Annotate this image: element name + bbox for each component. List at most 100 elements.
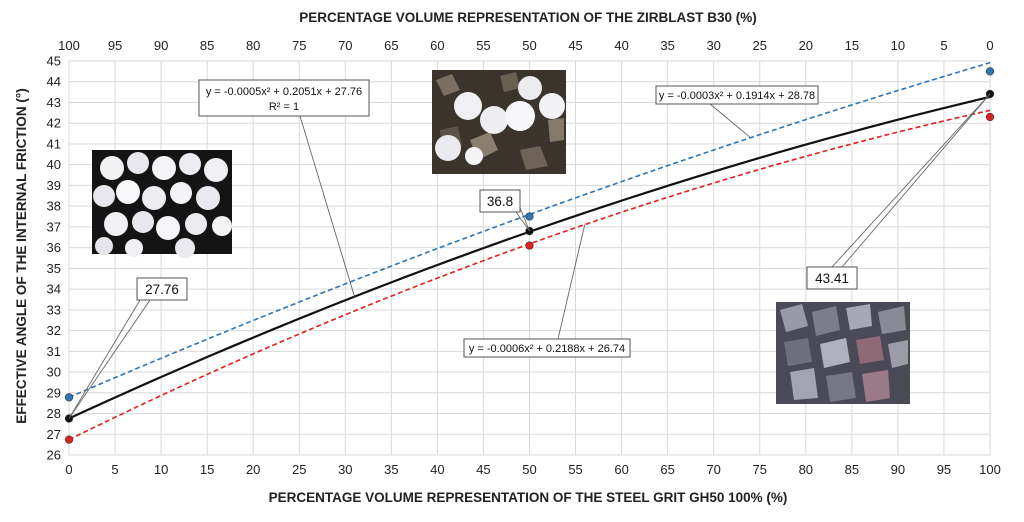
x-tick-label: 95 xyxy=(937,462,951,477)
label-box-0: 27.76 xyxy=(136,277,188,301)
x-tick-label: 45 xyxy=(476,462,490,477)
y-tick-label: 30 xyxy=(47,365,61,380)
x-tick-label: 55 xyxy=(568,462,582,477)
y-tick-label: 26 xyxy=(47,448,61,463)
equation-mid-text: y = -0.0005x² + 0.2051x + 27.76 xyxy=(206,86,362,98)
top-x-tick-label: 35 xyxy=(660,38,674,53)
x-tick-label: 5 xyxy=(111,462,118,477)
x-tick-label: 15 xyxy=(200,462,214,477)
x-tick-label: 40 xyxy=(430,462,444,477)
x-tick-label: 85 xyxy=(845,462,859,477)
top-x-tick-label: 90 xyxy=(154,38,168,53)
top-x-tick-label: 25 xyxy=(753,38,767,53)
top-x-tick-label: 95 xyxy=(108,38,122,53)
equation-upper-box: y = -0.0003x² + 0.1914x + 28.78 xyxy=(655,85,819,105)
y-tick-label: 41 xyxy=(47,136,61,151)
y-axis-ticks: 26 27 28 29 30 31 32 33 34 35 36 37 38 39 40 41 42 43 44 45 xyxy=(47,54,61,463)
equation-lower-text: y = -0.0006x² + 0.2188x + 26.74 xyxy=(469,343,625,355)
zirblast-beads-photo xyxy=(92,150,232,258)
y-tick-label: 39 xyxy=(47,178,61,193)
top-x-tick-label: 50 xyxy=(522,38,536,53)
top-x-tick-label: 55 xyxy=(476,38,490,53)
leader-line xyxy=(519,207,530,232)
x-tick-label: 35 xyxy=(384,462,398,477)
top-x-tick-label: 5 xyxy=(940,38,947,53)
y-tick-label: 32 xyxy=(47,323,61,338)
y-tick-label: 33 xyxy=(47,302,61,317)
x-tick-label: 50 xyxy=(522,462,536,477)
steel-grit-photo xyxy=(776,302,910,404)
y-axis-title: EFFECTIVE ANGLE OF THE INTERNAL FRICTION… xyxy=(14,88,29,423)
label-box-100: 43.41 xyxy=(806,266,858,290)
x-tick-label: 70 xyxy=(706,462,720,477)
equation-mid-box: y = -0.0005x² + 0.2051x + 27.76 R² = 1 xyxy=(198,79,370,117)
top-x-tick-label: 65 xyxy=(384,38,398,53)
x-tick-label: 20 xyxy=(246,462,260,477)
top-x-tick-label: 75 xyxy=(292,38,306,53)
x-tick-label: 65 xyxy=(660,462,674,477)
y-tick-label: 34 xyxy=(47,282,61,297)
x-tick-label: 60 xyxy=(614,462,628,477)
x-tick-label: 10 xyxy=(154,462,168,477)
label-box-50: 36.8 xyxy=(479,189,521,213)
top-x-tick-label: 10 xyxy=(891,38,905,53)
top-x-tick-label: 45 xyxy=(568,38,582,53)
label-100-text: 43.41 xyxy=(815,271,849,286)
bottom-x-axis-ticks: 0 5 10 15 20 25 30 35 40 45 50 55 60 65 70 75 80 85 90 95 10… xyxy=(65,462,1000,477)
leader-line xyxy=(68,299,141,419)
leader-line xyxy=(557,224,586,340)
x-tick-label: 30 xyxy=(338,462,352,477)
label-0-text: 27.76 xyxy=(145,282,179,297)
top-x-tick-label: 60 xyxy=(430,38,444,53)
x-tick-label: 90 xyxy=(891,462,905,477)
top-x-tick-label: 80 xyxy=(246,38,260,53)
series-0-curve xyxy=(68,61,991,399)
mixture-photo xyxy=(432,70,566,174)
bottom-x-axis-title: PERCENTAGE VOLUME REPRESENTATION OF THE … xyxy=(269,490,788,505)
leader-line xyxy=(841,93,991,268)
y-tick-label: 36 xyxy=(47,240,61,255)
top-x-tick-label: 85 xyxy=(200,38,214,53)
series-0-point xyxy=(985,67,995,76)
leader-line xyxy=(831,93,991,268)
y-tick-label: 44 xyxy=(47,74,61,89)
x-tick-label: 80 xyxy=(799,462,813,477)
series-2-point xyxy=(64,435,74,444)
y-tick-label: 37 xyxy=(47,219,61,234)
top-x-tick-label: 0 xyxy=(986,38,993,53)
y-tick-label: 40 xyxy=(47,157,61,172)
top-x-tick-label: 30 xyxy=(706,38,720,53)
series-0-point xyxy=(525,212,534,221)
leader-line xyxy=(68,299,151,419)
x-tick-label: 75 xyxy=(753,462,767,477)
y-tick-label: 28 xyxy=(47,406,61,421)
top-x-tick-label: 20 xyxy=(799,38,813,53)
leader-line xyxy=(709,103,751,139)
leader-line xyxy=(299,115,355,297)
y-tick-label: 42 xyxy=(47,116,61,131)
series-1-point xyxy=(64,414,74,423)
y-tick-label: 31 xyxy=(47,344,61,359)
x-tick-label: 100 xyxy=(979,462,1001,477)
series-2-point xyxy=(985,112,995,122)
top-x-axis-ticks: 100 95 90 85 80 75 70 65 60 55 50 45 40 35 30 25 20 15 10 5… xyxy=(58,38,993,53)
y-tick-label: 38 xyxy=(47,199,61,214)
equation-lower-box: y = -0.0006x² + 0.2188x + 26.74 xyxy=(463,338,631,358)
x-tick-label: 25 xyxy=(292,462,306,477)
y-tick-label: 45 xyxy=(47,54,61,69)
top-x-tick-label: 15 xyxy=(845,38,859,53)
top-x-tick-label: 70 xyxy=(338,38,352,53)
series-2-point xyxy=(525,241,534,250)
series-0-point xyxy=(64,393,74,402)
leader-line xyxy=(515,211,530,232)
r-squared-text: R² = 1 xyxy=(269,101,299,113)
annotation-leaders xyxy=(68,93,991,419)
label-50-text: 36.8 xyxy=(487,194,513,209)
top-x-tick-label: 100 xyxy=(58,38,80,53)
x-tick-label: 0 xyxy=(65,462,72,477)
top-x-tick-label: 40 xyxy=(614,38,628,53)
y-tick-label: 35 xyxy=(47,261,61,276)
equation-upper-text: y = -0.0003x² + 0.1914x + 28.78 xyxy=(659,90,815,102)
y-tick-label: 43 xyxy=(47,95,61,110)
